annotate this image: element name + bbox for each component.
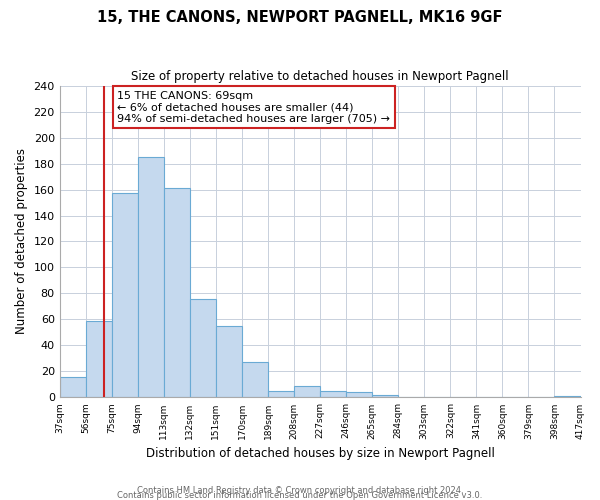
- Bar: [320, 391, 346, 398]
- Bar: [190, 298, 216, 398]
- Title: Size of property relative to detached houses in Newport Pagnell: Size of property relative to detached ho…: [131, 70, 509, 83]
- Text: Contains public sector information licensed under the Open Government Licence v3: Contains public sector information licen…: [118, 491, 482, 500]
- Y-axis label: Number of detached properties: Number of detached properties: [15, 148, 28, 334]
- Bar: [138, 157, 164, 398]
- Bar: [86, 321, 112, 398]
- Bar: [59, 376, 86, 398]
- X-axis label: Distribution of detached houses by size in Newport Pagnell: Distribution of detached houses by size …: [146, 447, 494, 460]
- Text: 15, THE CANONS, NEWPORT PAGNELL, MK16 9GF: 15, THE CANONS, NEWPORT PAGNELL, MK16 9G…: [97, 10, 503, 25]
- Bar: [554, 396, 581, 398]
- Bar: [164, 188, 190, 398]
- Bar: [268, 391, 294, 398]
- Bar: [294, 386, 320, 398]
- Text: 15 THE CANONS: 69sqm
← 6% of detached houses are smaller (44)
94% of semi-detach: 15 THE CANONS: 69sqm ← 6% of detached ho…: [117, 91, 390, 124]
- Bar: [372, 395, 398, 398]
- Bar: [216, 326, 242, 398]
- Bar: [242, 362, 268, 398]
- Bar: [112, 194, 138, 398]
- Bar: [346, 392, 372, 398]
- Text: Contains HM Land Registry data © Crown copyright and database right 2024.: Contains HM Land Registry data © Crown c…: [137, 486, 463, 495]
